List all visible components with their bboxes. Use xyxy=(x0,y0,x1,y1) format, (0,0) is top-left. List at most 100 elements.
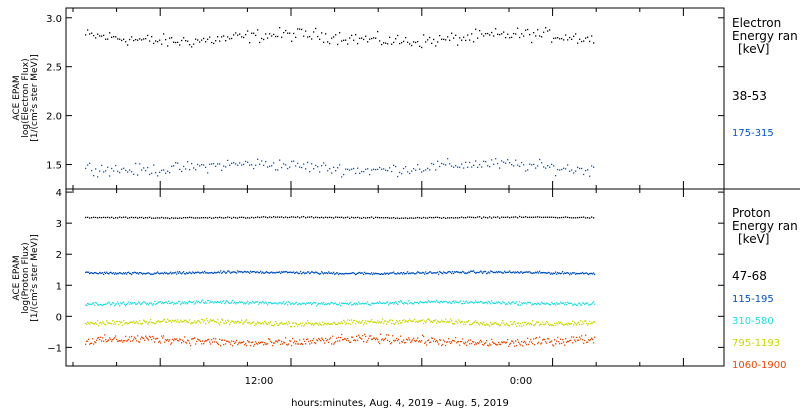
ytick-label-proton-2: 1 xyxy=(56,281,62,292)
point-proton-4-356 xyxy=(441,344,443,347)
point-proton-1-192 xyxy=(277,271,279,274)
point-proton-3-280 xyxy=(365,320,367,322)
point-proton-2-271 xyxy=(356,302,358,305)
point-proton-4-287 xyxy=(372,338,374,340)
point-electron-0-209 xyxy=(503,31,505,33)
point-proton-2-178 xyxy=(263,301,265,304)
proton-ylabel-line2: log(Proton Flux) xyxy=(21,242,31,313)
point-proton-0-118 xyxy=(321,216,323,218)
point-proton-0-193 xyxy=(471,216,473,219)
point-proton-3-37 xyxy=(122,324,124,326)
point-proton-2-190 xyxy=(275,302,277,304)
point-proton-4-424 xyxy=(509,343,511,345)
point-proton-1-118 xyxy=(203,272,205,274)
point-proton-3-44 xyxy=(129,321,131,324)
point-electron-1-212 xyxy=(509,162,511,164)
point-proton-4-4 xyxy=(89,343,91,345)
point-electron-0-243 xyxy=(571,38,573,40)
point-electron-1-41 xyxy=(167,170,169,172)
point-proton-1-418 xyxy=(503,272,505,274)
point-electron-1-85 xyxy=(255,164,257,166)
point-proton-2-186 xyxy=(271,302,273,305)
point-proton-4-474 xyxy=(559,343,561,345)
point-proton-4-429 xyxy=(514,345,516,347)
point-proton-4-53 xyxy=(138,341,140,343)
point-proton-4-482 xyxy=(567,340,569,342)
point-electron-1-123 xyxy=(331,172,333,174)
point-proton-2-19 xyxy=(104,303,106,306)
point-proton-0-123 xyxy=(331,216,333,219)
point-proton-4-88 xyxy=(173,339,175,342)
point-proton-3-219 xyxy=(304,324,306,326)
point-proton-3-17 xyxy=(102,321,104,323)
point-proton-3-248 xyxy=(333,321,335,324)
point-proton-0-220 xyxy=(525,216,527,218)
point-proton-1-435 xyxy=(520,271,522,273)
point-proton-4-313 xyxy=(398,338,400,341)
point-proton-1-74 xyxy=(159,273,161,275)
point-proton-1-231 xyxy=(316,271,318,274)
point-proton-2-498 xyxy=(583,302,585,304)
point-proton-4-439 xyxy=(524,340,526,343)
point-electron-0-71 xyxy=(227,36,229,38)
point-proton-3-181 xyxy=(266,323,268,325)
point-electron-1-72 xyxy=(229,164,231,166)
point-proton-2-87 xyxy=(172,301,174,303)
point-proton-0-144 xyxy=(373,217,375,220)
point-proton-2-368 xyxy=(453,300,455,302)
point-proton-3-428 xyxy=(513,322,515,324)
point-proton-2-370 xyxy=(455,300,457,302)
point-electron-1-105 xyxy=(295,165,297,167)
point-proton-3-125 xyxy=(210,319,212,321)
point-proton-1-452 xyxy=(537,271,539,273)
point-proton-3-318 xyxy=(403,319,405,321)
point-proton-1-247 xyxy=(332,273,334,275)
point-proton-2-383 xyxy=(468,302,470,304)
point-proton-2-134 xyxy=(219,302,221,304)
point-proton-2-172 xyxy=(257,301,259,303)
point-proton-1-19 xyxy=(104,271,106,273)
point-proton-4-310 xyxy=(395,339,397,342)
point-proton-3-197 xyxy=(282,323,284,325)
point-electron-1-54 xyxy=(193,167,195,169)
point-electron-1-83 xyxy=(251,164,253,166)
point-electron-0-221 xyxy=(527,28,529,31)
point-proton-1-36 xyxy=(121,272,123,275)
point-proton-3-90 xyxy=(175,319,177,321)
point-electron-0-50 xyxy=(185,39,187,42)
point-proton-1-99 xyxy=(184,273,186,275)
point-electron-0-161 xyxy=(407,41,409,43)
point-proton-2-253 xyxy=(338,303,340,306)
point-proton-1-504 xyxy=(589,272,591,275)
point-proton-1-497 xyxy=(582,271,584,274)
point-proton-3-145 xyxy=(230,321,232,324)
point-proton-4-382 xyxy=(467,341,469,343)
point-electron-0-120 xyxy=(325,33,327,35)
point-proton-1-173 xyxy=(258,272,260,274)
point-electron-1-184 xyxy=(453,166,455,168)
point-electron-1-86 xyxy=(257,158,259,160)
point-proton-3-395 xyxy=(480,322,482,324)
point-electron-0-110 xyxy=(305,30,307,32)
point-electron-0-222 xyxy=(529,34,531,36)
point-electron-0-202 xyxy=(489,34,491,36)
point-proton-2-500 xyxy=(585,302,587,305)
point-proton-2-175 xyxy=(260,301,262,304)
point-electron-1-20 xyxy=(125,169,127,172)
point-electron-1-242 xyxy=(569,170,571,172)
point-proton-2-184 xyxy=(269,302,271,304)
point-proton-2-232 xyxy=(317,303,319,306)
point-proton-2-405 xyxy=(490,303,492,305)
point-proton-1-229 xyxy=(314,272,316,274)
point-electron-1-14 xyxy=(113,170,115,172)
point-electron-1-27 xyxy=(139,163,141,165)
point-proton-2-283 xyxy=(368,303,370,306)
point-proton-2-125 xyxy=(210,301,212,303)
point-proton-4-268 xyxy=(353,339,355,342)
point-proton-4-318 xyxy=(403,339,405,341)
point-proton-0-111 xyxy=(307,216,309,218)
point-proton-1-405 xyxy=(490,270,492,272)
point-proton-0-245 xyxy=(575,217,577,219)
point-proton-3-169 xyxy=(254,324,256,327)
point-proton-4-458 xyxy=(543,338,545,340)
